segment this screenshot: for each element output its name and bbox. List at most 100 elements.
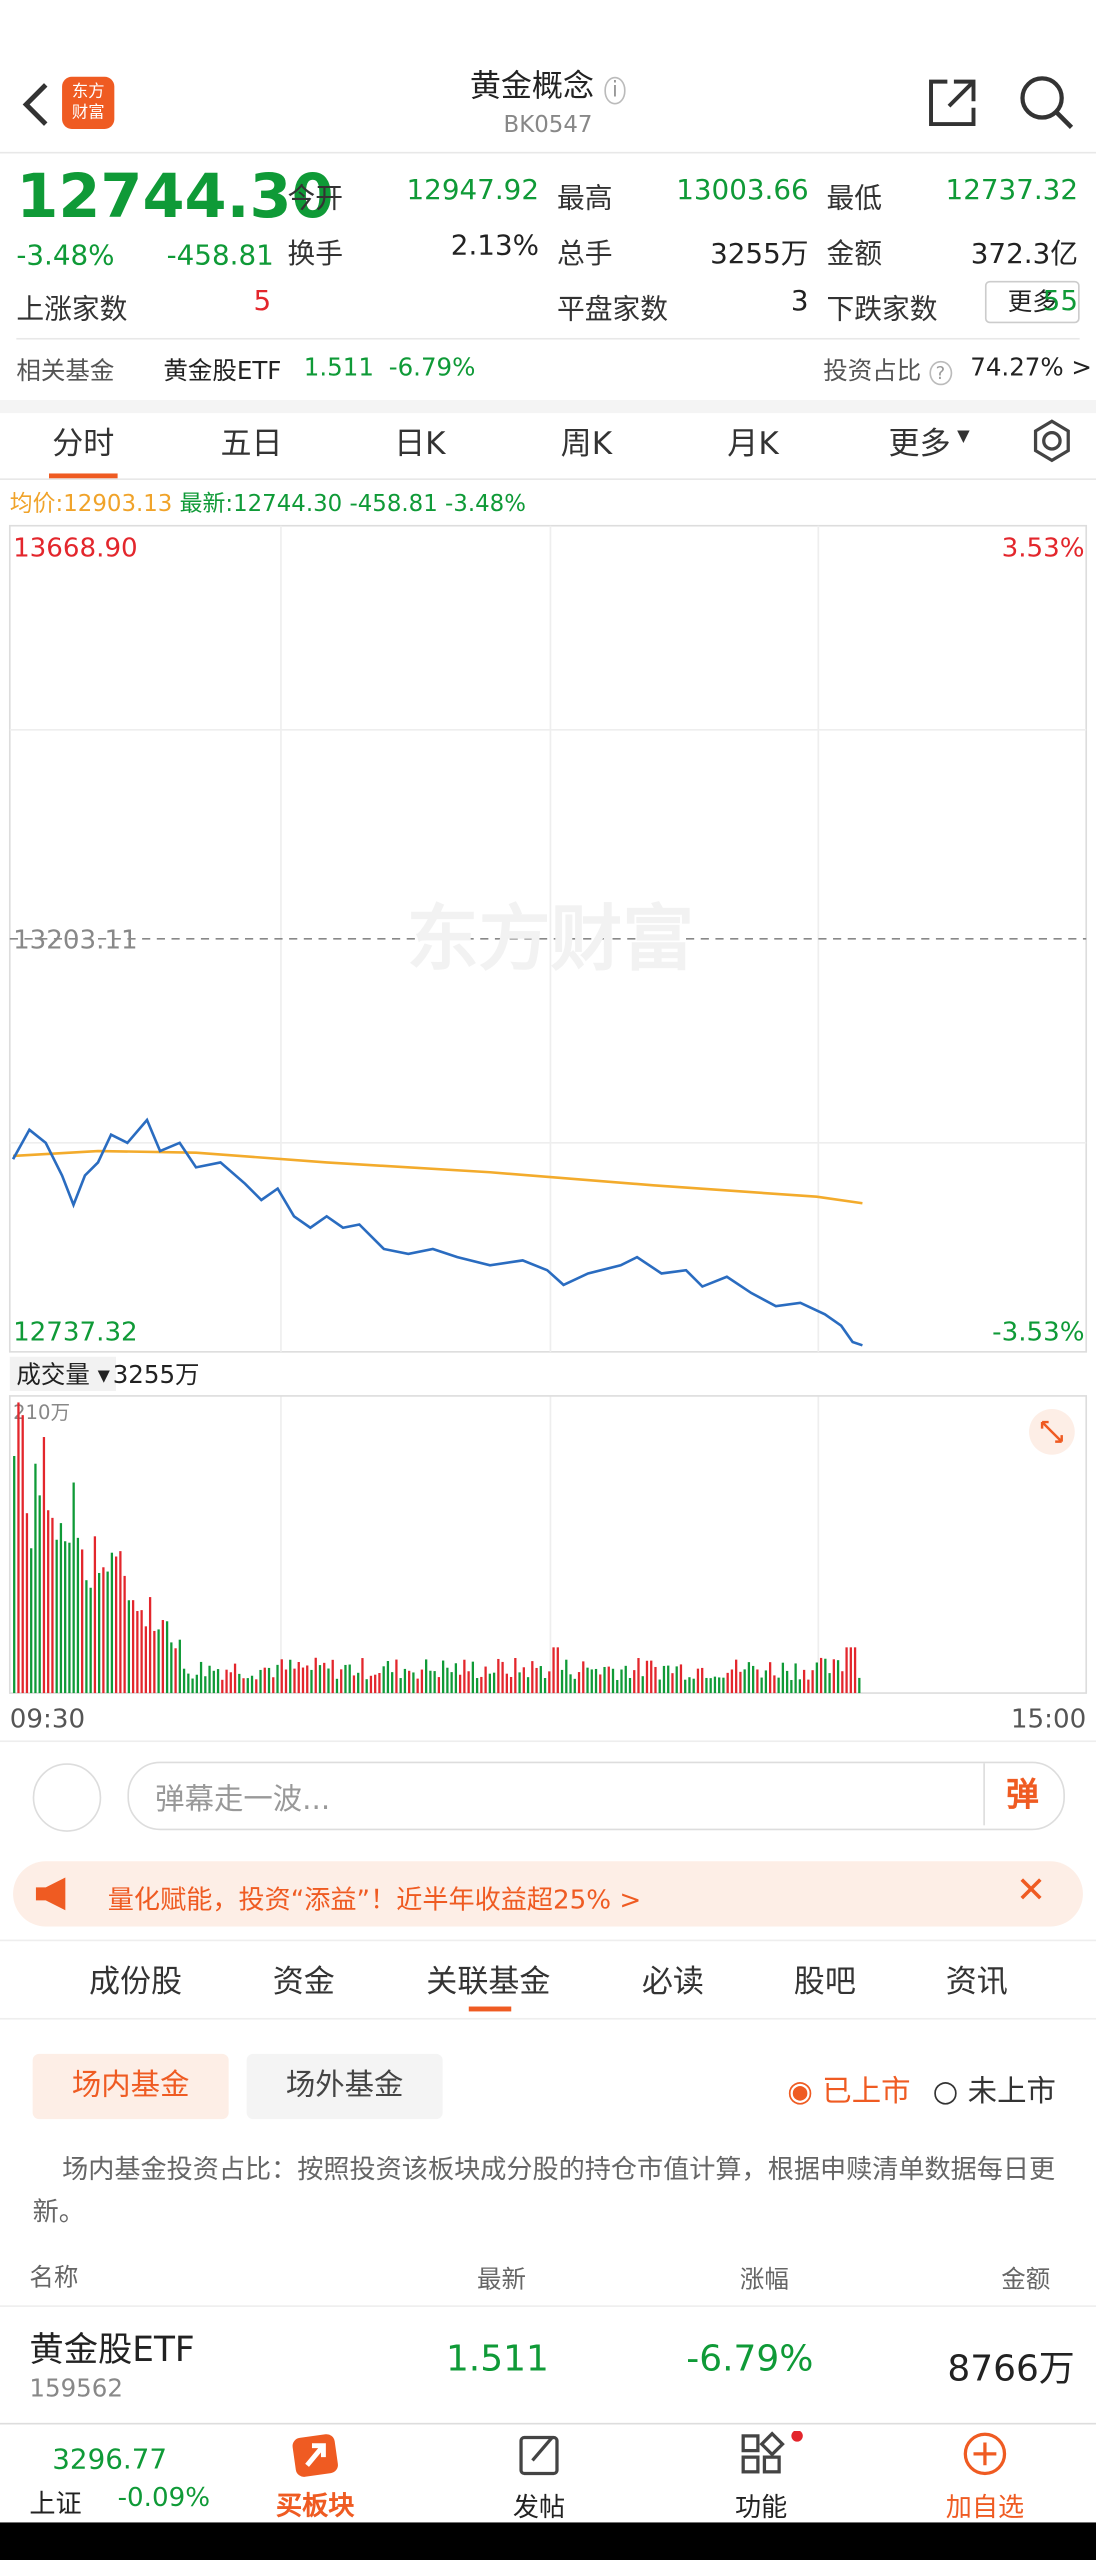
nav-item[interactable]: 买板块 <box>276 2489 355 2521</box>
volume-label: 成交量 <box>16 1359 90 1390</box>
volume-bar <box>429 1670 432 1694</box>
volume-bar <box>399 1678 402 1694</box>
board-code: BK0547 <box>503 112 593 139</box>
section-tab[interactable]: 必读 <box>641 1964 704 2000</box>
comment-placeholder: 弹幕走一波... <box>155 1782 331 1818</box>
volume-bar <box>391 1672 394 1694</box>
share-button[interactable] <box>924 75 980 131</box>
banner-text[interactable]: 量化赋能，投资“添益”！近半年收益超25% > <box>107 1884 642 1916</box>
danmu-button[interactable]: 弹 <box>983 1763 1060 1826</box>
axis-low: 12737.32 <box>13 1317 138 1347</box>
volume-bar <box>51 1517 54 1694</box>
section-tab[interactable]: 股吧 <box>793 1964 856 2000</box>
comment-list-button[interactable] <box>32 1763 102 1832</box>
nav-item[interactable]: 发帖 <box>512 2491 566 2523</box>
nav-item[interactable]: 加自选 <box>945 2491 1025 2523</box>
volume-bar <box>807 1679 810 1694</box>
time-end: 15:00 <box>1011 1704 1086 1734</box>
volume-bar <box>488 1673 491 1694</box>
settings-button[interactable] <box>1029 418 1075 464</box>
volume-bar <box>374 1674 377 1694</box>
stat-label: 换手 <box>287 238 344 272</box>
index-name: 上证 <box>29 2488 82 2520</box>
chart-tab[interactable]: 更多 <box>888 426 951 463</box>
volume-bar <box>484 1666 487 1694</box>
col-header[interactable]: 涨幅 <box>739 2264 789 2294</box>
fund-tab[interactable]: 场外基金 <box>246 2053 443 2120</box>
volume-bar <box>705 1677 708 1694</box>
volume-bar <box>352 1675 356 1694</box>
stat-label: 最低 <box>826 182 883 216</box>
volume-bar <box>675 1666 678 1694</box>
volume-bar <box>497 1658 500 1694</box>
volume-bar <box>501 1661 504 1694</box>
info-icon[interactable]: i <box>603 76 627 105</box>
section-tab[interactable]: 成份股 <box>88 1964 183 2000</box>
logo-text: 财富 <box>71 104 105 123</box>
volume-bar <box>539 1666 542 1694</box>
chart-tab[interactable]: 五日 <box>220 426 283 463</box>
back-button[interactable] <box>13 78 55 130</box>
volume-bar <box>735 1659 738 1694</box>
volume-bar <box>306 1665 309 1694</box>
volume-bar <box>743 1669 746 1694</box>
banner-close[interactable]: ✕ <box>1015 1871 1047 1912</box>
comment-input[interactable] <box>127 1761 1065 1831</box>
volume-bar <box>144 1626 148 1694</box>
stat-value: 3 <box>790 285 809 319</box>
filter-option[interactable]: ○ 未上市 <box>932 2075 1056 2110</box>
stat-value: 13003.66 <box>676 174 809 208</box>
help-icon[interactable]: ? <box>929 360 952 386</box>
col-header: 名称 <box>29 2262 79 2293</box>
section-tab[interactable]: 资金 <box>272 1964 335 2000</box>
search-button[interactable] <box>1016 72 1078 134</box>
volume-bar <box>658 1679 661 1694</box>
volume-bar <box>216 1669 220 1694</box>
stat-label: 平盘家数 <box>556 293 669 327</box>
filter-option[interactable]: ◉ 已上市 <box>787 2075 911 2110</box>
chart-tab[interactable]: 月K <box>727 426 779 463</box>
chart-legend: 均价:12903.13 最新:12744.30 -458.81 -3.48% <box>10 487 526 520</box>
section-tab[interactable]: 关联基金 <box>426 1964 551 2000</box>
stat-value: 372.3亿 <box>970 238 1079 272</box>
row-name[interactable]: 黄金股ETF <box>29 2329 195 2369</box>
axis-mid: 13203.11 <box>13 926 138 956</box>
volume-bar <box>68 1542 71 1694</box>
ratio[interactable]: 74.27% > <box>970 352 1092 383</box>
watermark: 东方财富 <box>407 896 694 980</box>
volume-bar <box>301 1667 305 1694</box>
volume-bar <box>17 1402 20 1694</box>
volume-bar <box>238 1673 241 1694</box>
volume-bar <box>701 1667 704 1694</box>
index-pct: -0.09% <box>117 2481 211 2513</box>
index-value[interactable]: 3296.77 <box>52 2444 168 2477</box>
volume-bar <box>119 1551 122 1694</box>
volume-bar <box>89 1587 92 1694</box>
col-header[interactable]: 金额 <box>1001 2264 1051 2294</box>
volume-bar <box>679 1664 683 1694</box>
chart-tab[interactable]: 日K <box>394 426 446 463</box>
stat-value: 12947.92 <box>406 174 540 208</box>
section-tab[interactable]: 资讯 <box>945 1964 1008 2000</box>
volume-selector[interactable]: 成交量 ▾ <box>9 1356 117 1392</box>
fund-name[interactable]: 黄金股ETF <box>163 355 282 386</box>
volume-bar <box>556 1647 559 1694</box>
volume-bar <box>267 1667 271 1694</box>
nav-item[interactable]: 功能 <box>734 2491 788 2523</box>
stat-value: 3255万 <box>710 238 809 272</box>
volume-bar <box>110 1552 114 1694</box>
promo-banner[interactable] <box>13 1861 1083 1927</box>
volume-bar <box>505 1673 508 1694</box>
stat-label: 最高 <box>556 182 613 216</box>
volume-bar <box>289 1659 292 1694</box>
volume-bar <box>645 1660 649 1694</box>
volume-bars <box>13 1402 861 1694</box>
volume-bar <box>327 1668 330 1694</box>
volume-bar <box>38 1495 41 1694</box>
chart-tab[interactable]: 分时 <box>52 426 115 463</box>
chart-tab[interactable]: 周K <box>560 426 613 463</box>
fund-tab[interactable]: 场内基金 <box>32 2053 229 2120</box>
col-header[interactable]: 最新 <box>476 2264 526 2294</box>
more-button[interactable]: 更多 <box>984 280 1080 324</box>
volume-bar <box>688 1677 691 1694</box>
